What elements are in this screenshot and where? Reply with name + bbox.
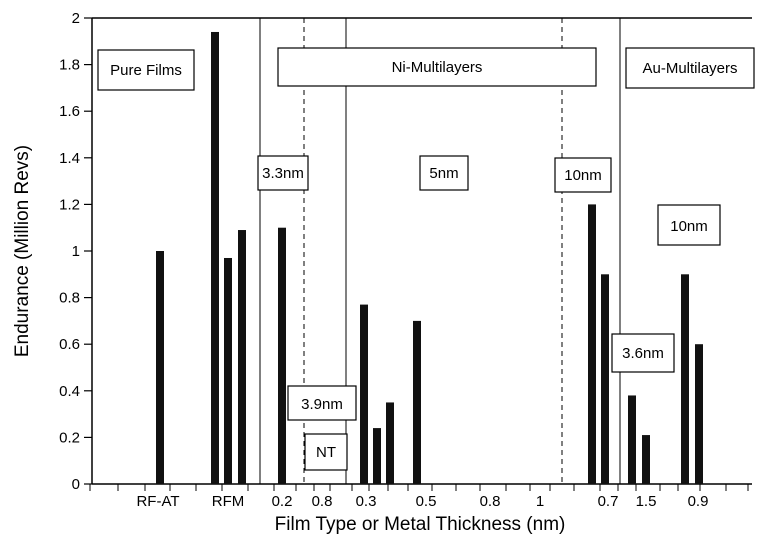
bar [211,31,219,484]
annotation-boxes: Pure Films Ni-Multilayers Au-Multilayers… [97,47,755,471]
annot-box-3.9nm [287,385,357,421]
bar [588,204,596,484]
annot-label-3.6nm: 3.6nm [622,345,664,362]
annot-label-nt: NT [316,444,336,461]
region-box-au-multilayers [625,47,755,89]
x-tick-label: RFM [212,493,245,510]
y-tick-label: 2 [72,10,80,27]
annot-box-nt [304,433,348,471]
annot-label-10nm-ni: 10nm [564,167,602,184]
annot-box-5nm [419,155,469,191]
y-ticks: 0 0.2 0.4 0.6 0.8 1 1.2 1.4 1.6 1.8 2 [59,10,92,493]
bar [601,274,609,484]
x-ticks: RF-AT RFM 0.2 0.8 0.3 0.5 0.8 1 0.7 1.5 0.9 [89,484,749,510]
y-tick-label: 1.4 [59,150,80,167]
region-box-pure-films [97,49,195,91]
y-tick-label: 1.8 [59,57,80,74]
y-tick-label: 1.6 [59,103,80,120]
bars [156,31,703,484]
x-tick-label: 1 [536,493,544,510]
x-tick-label: 0.5 [416,493,437,510]
region-label-pure-films: Pure Films [110,62,182,79]
y-tick-label: 0 [72,476,80,493]
x-tick-label: RF-AT [136,493,179,510]
region-box-ni-multilayers [277,47,597,87]
annot-label-5nm: 5nm [429,165,458,182]
y-tick-label: 1 [72,243,80,260]
y-tick-label: 0.4 [59,383,80,400]
x-tick-label: 0.8 [312,493,333,510]
annot-label-3.9nm: 3.9nm [301,396,343,413]
y-tick-label: 0.8 [59,290,80,307]
y-tick-label: 1.2 [59,196,80,213]
bar [413,320,421,484]
region-label-au-multilayers: Au-Multilayers [642,60,737,77]
region-label-ni-multilayers: Ni-Multilayers [392,59,483,76]
x-tick-label: 0.9 [688,493,709,510]
bar [360,304,368,484]
annot-label-3.3nm: 3.3nm [262,165,304,182]
bar [628,395,636,484]
bar [278,227,286,484]
x-axis-title: Film Type or Metal Thickness (nm) [275,514,566,535]
bar [373,428,381,484]
x-tick-label: 0.8 [480,493,501,510]
annot-box-10nm-ni [554,157,612,193]
y-tick-label: 0.2 [59,429,80,446]
annot-box-10nm-au [657,204,721,246]
x-tick-label: 0.7 [598,493,619,510]
y-axis-title: Endurance (Million Revs) [12,145,33,357]
annot-box-3.6nm [611,333,675,373]
bar [642,435,650,484]
bar [681,274,689,484]
bar [156,251,164,484]
annot-box-3.3nm [257,155,309,191]
x-tick-label: 0.2 [272,493,293,510]
bar [224,257,232,484]
y-tick-label: 0.6 [59,336,80,353]
bar [238,230,246,484]
x-tick-label: 0.3 [356,493,377,510]
bar [386,402,394,484]
annot-label-10nm-au: 10nm [670,218,708,235]
x-tick-label: 1.5 [636,493,657,510]
bar [695,344,703,484]
